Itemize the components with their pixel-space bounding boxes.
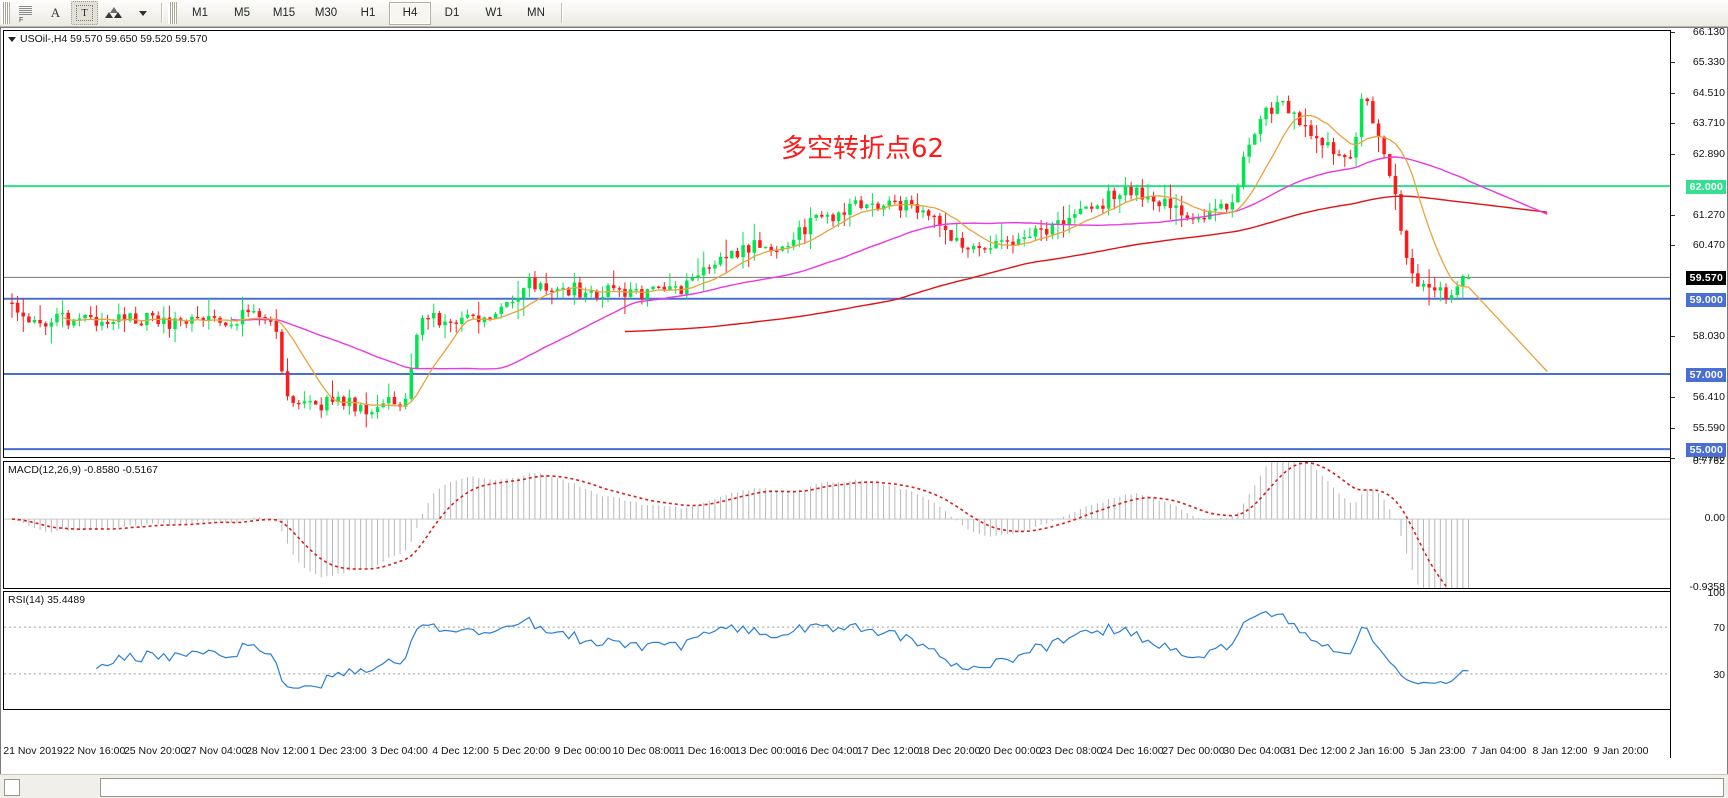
time-tick-label: 27 Dec 00:00 <box>1162 745 1225 757</box>
price-tick-mark <box>1671 427 1675 429</box>
time-tick-label: 4 Dec 12:00 <box>432 745 489 757</box>
price-tick-label: 56.410 <box>1692 391 1725 404</box>
chart-annotation[interactable]: 多空转折点62 <box>781 134 945 164</box>
time-tick-label: 9 Dec 00:00 <box>554 745 611 757</box>
time-tick-label: 25 Nov 20:00 <box>123 745 187 757</box>
time-tick-label: 18 Dec 20:00 <box>917 745 981 757</box>
time-tick-label: 17 Dec 12:00 <box>856 745 920 757</box>
rsi-tick-label: 70 <box>1713 622 1725 635</box>
price-plot <box>4 93 1670 451</box>
axis-divider <box>1670 30 1671 758</box>
timeframe-m30[interactable]: M30 <box>314 7 338 19</box>
timeframe-grip[interactable] <box>168 2 177 24</box>
price-tag-level[interactable]: 57.000 <box>1685 368 1726 382</box>
price-panel[interactable]: USOil-,H4 59.570 59.650 59.520 59.570 <box>3 30 1671 458</box>
price-tick-label: 65.330 <box>1692 56 1725 69</box>
toolbar-divider-2 <box>561 3 563 23</box>
price-tick-label: 60.470 <box>1692 238 1725 251</box>
price-tick-mark <box>1671 336 1675 338</box>
fibo-icon[interactable] <box>13 1 40 25</box>
price-tick-mark <box>1671 397 1675 399</box>
drawing-toolbar: A T M1 M5 M15 M30 H1 H4 D1 W1 MN <box>0 0 1728 27</box>
macd-panel[interactable]: MACD(12,26,9) -0.8580 -0.5167 <box>3 461 1671 589</box>
price-tick-mark <box>1671 92 1675 94</box>
timeframe-m5[interactable]: M5 <box>234 7 250 19</box>
price-tick-mark <box>1671 32 1675 33</box>
time-tick-label: 13 Dec 00:00 <box>734 745 798 757</box>
macd-tick-label: 0.00 <box>1704 512 1725 525</box>
text-label-icon[interactable]: A <box>50 5 61 20</box>
time-tick-label: 27 Nov 04:00 <box>184 745 248 757</box>
status-input-field[interactable] <box>100 778 1724 797</box>
time-tick-label: 2 Jan 16:00 <box>1349 745 1405 757</box>
rsi-plot <box>4 610 1670 689</box>
dropdown-caret-icon[interactable] <box>129 1 156 25</box>
price-tick-label: 55.590 <box>1692 421 1725 434</box>
time-tick-label: 5 Dec 20:00 <box>493 745 550 757</box>
shapes-icon[interactable] <box>100 1 127 25</box>
macd-tick-label: 0.7762 <box>1692 455 1725 467</box>
macd-plot <box>4 462 1670 588</box>
time-tick-label: 21 Nov 2019 <box>3 745 63 757</box>
time-tick-label: 3 Dec 04:00 <box>371 745 428 757</box>
timeframe-h1[interactable]: H1 <box>360 7 376 19</box>
time-tick-label: 20 Dec 00:00 <box>978 745 1042 757</box>
time-tick-label: 31 Dec 12:00 <box>1284 745 1347 757</box>
price-tick-mark <box>1671 244 1675 246</box>
price-tag-62[interactable]: 62.000 <box>1685 180 1726 195</box>
time-tick-label: 16 Dec 04:00 <box>795 745 859 757</box>
price-tick-mark <box>1671 458 1675 459</box>
chevron-down-icon[interactable] <box>8 36 16 42</box>
macd-label: MACD(12,26,9) -0.8580 -0.5167 <box>8 464 158 476</box>
time-tick-label: 5 Jan 23:00 <box>1410 745 1466 757</box>
price-tag-level[interactable]: 59.000 <box>1685 292 1726 307</box>
rsi-tick-label: 30 <box>1713 668 1725 681</box>
toolbar-grip[interactable] <box>1 2 10 24</box>
price-tick-mark <box>1671 122 1675 124</box>
timeframe-m1[interactable]: M1 <box>192 7 208 19</box>
time-tick-label: 30 Dec 04:00 <box>1223 745 1286 757</box>
time-tick-label: 1 Dec 23:00 <box>310 745 367 757</box>
price-tag-level[interactable]: 55.000 <box>1685 443 1726 458</box>
price-tick-label: 62.890 <box>1692 147 1725 160</box>
symbol-label-text: USOil-,H4 59.570 59.650 59.520 59.570 <box>20 33 208 45</box>
toolbar-divider <box>161 3 163 23</box>
rsi-panel[interactable]: RSI(14) 35.4489 <box>3 591 1671 710</box>
time-tick-label: 22 Nov 16:00 <box>62 745 126 757</box>
price-tick-mark <box>1671 214 1675 216</box>
time-tick-label: 7 Jan 04:00 <box>1471 745 1527 757</box>
symbol-label: USOil-,H4 59.570 59.650 59.520 59.570 <box>8 33 207 45</box>
price-tick-label: 66.130 <box>1692 26 1725 38</box>
rsi-label: RSI(14) 35.4489 <box>8 594 86 606</box>
macd-tick-label: -0.9358 <box>1689 581 1725 593</box>
timeframe-w1[interactable]: W1 <box>485 7 503 19</box>
price-tick-mark <box>1671 62 1675 64</box>
time-tick-label: 8 Jan 12:00 <box>1532 745 1588 757</box>
price-axis[interactable]: 66.130 65.330 64.510 63.710 62.890 61.270 60.4… <box>1671 26 1727 758</box>
price-tag-current[interactable]: 59.570 <box>1685 271 1726 286</box>
timeframe-d1[interactable]: D1 <box>444 7 460 19</box>
status-bar <box>0 774 1728 798</box>
price-tick-label: 58.030 <box>1692 330 1725 343</box>
price-tick-label: 64.510 <box>1692 86 1725 99</box>
time-tick-label: 11 Dec 16:00 <box>673 745 736 757</box>
status-indicator-box[interactable] <box>4 779 20 796</box>
timeframe-m15[interactable]: M15 <box>272 7 296 19</box>
rsi-tick-label: 100 <box>1707 587 1725 599</box>
price-tick-mark <box>1671 153 1675 155</box>
time-tick-label: 24 Dec 16:00 <box>1101 745 1164 757</box>
time-tick-label: 23 Dec 08:00 <box>1040 745 1103 757</box>
chart-area[interactable]: USOil-,H4 59.570 59.650 59.520 59.570 MA… <box>0 26 1728 775</box>
time-axis[interactable]: 21 Nov 2019 22 Nov 16:00 25 Nov 20:00 27 No… <box>3 744 1671 760</box>
timeframe-mn[interactable]: MN <box>527 7 545 19</box>
price-tick-label: 63.710 <box>1692 116 1725 129</box>
timeframe-h4[interactable]: H4 <box>389 1 431 25</box>
time-tick-label: 9 Jan 20:00 <box>1593 745 1649 757</box>
time-tick-label: 28 Nov 12:00 <box>246 745 309 757</box>
time-tick-label: 10 Dec 08:00 <box>612 745 676 757</box>
text-box-icon[interactable]: T <box>71 1 98 25</box>
price-tick-label: 61.270 <box>1692 208 1725 221</box>
